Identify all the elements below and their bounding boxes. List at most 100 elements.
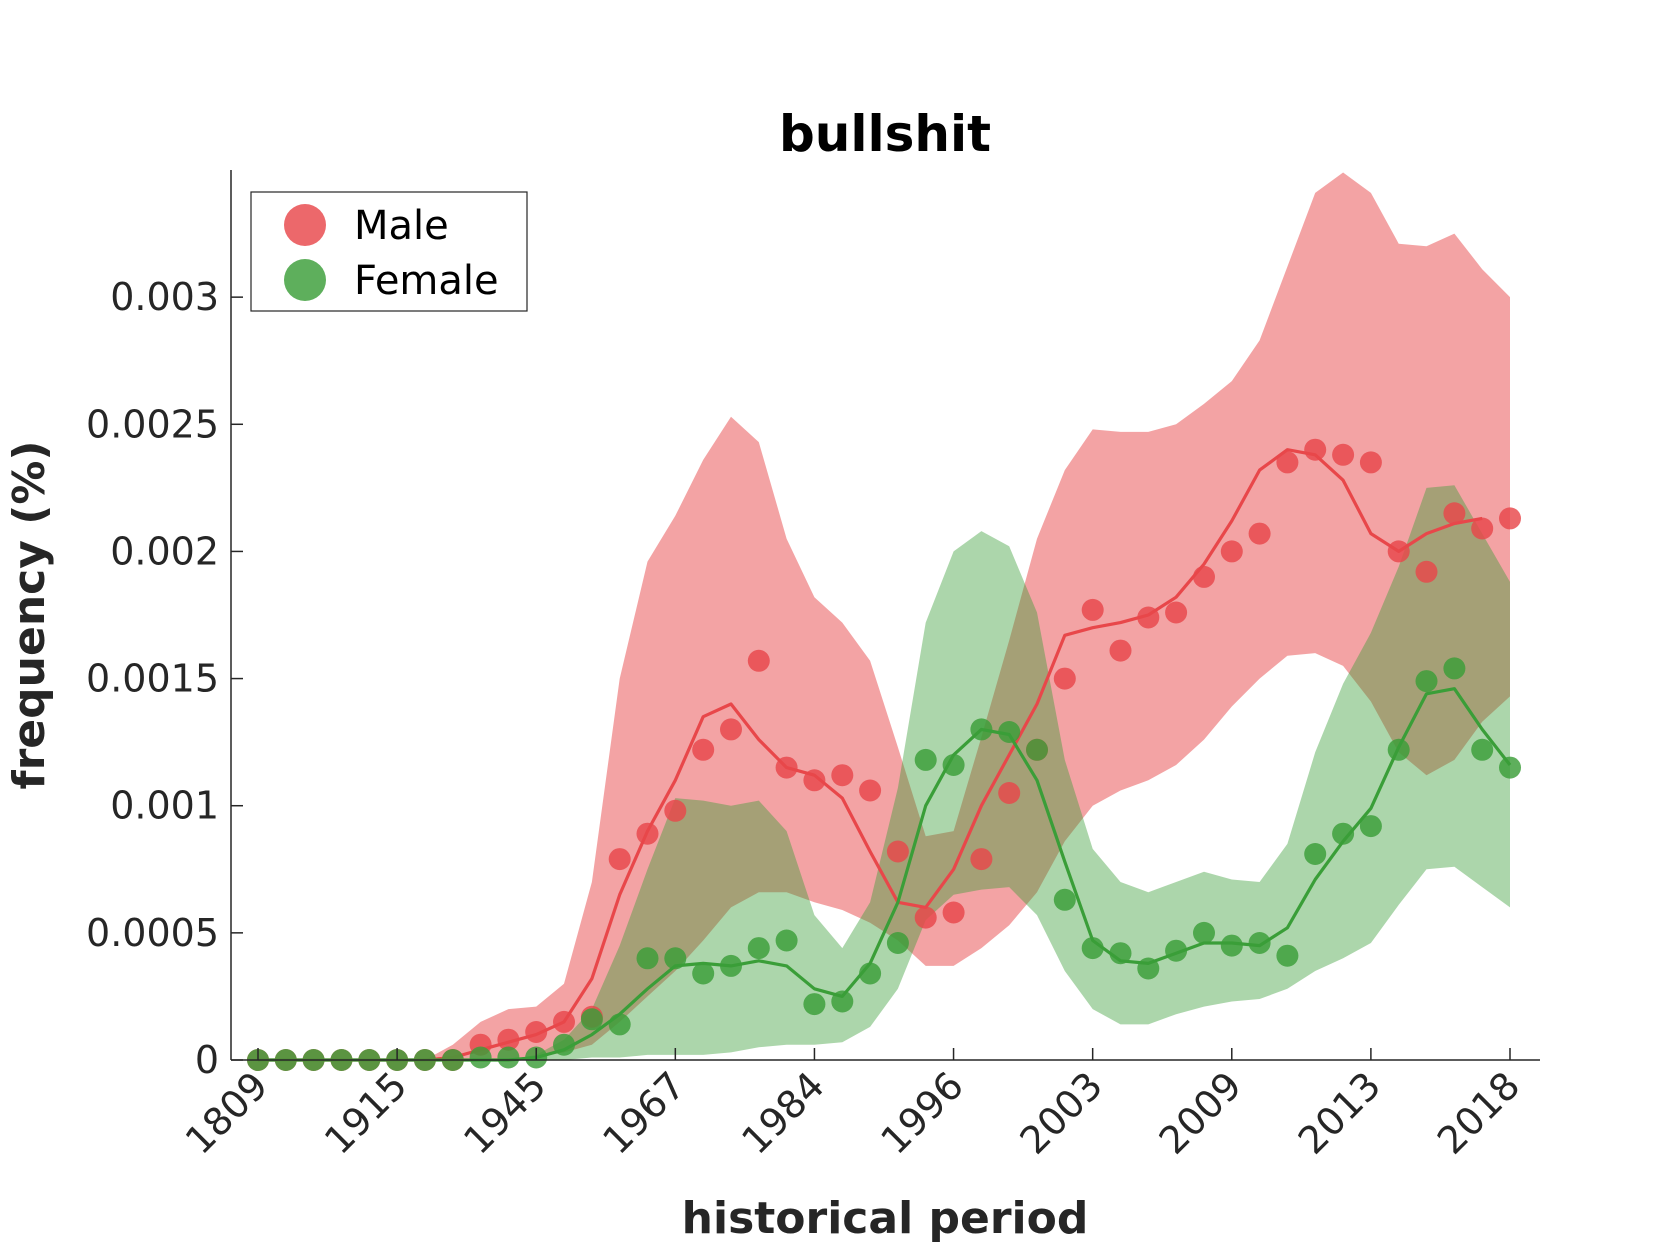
- y-tick-label: 0.002: [110, 529, 219, 573]
- male-point: [1220, 540, 1243, 563]
- female-point: [914, 748, 937, 771]
- female-point: [1137, 957, 1160, 980]
- male-point: [859, 779, 882, 802]
- female-point: [580, 1008, 603, 1031]
- male-point: [1359, 451, 1382, 474]
- x-tick-label: 2018: [1429, 1063, 1529, 1163]
- female-point: [497, 1046, 520, 1069]
- male-point: [914, 906, 937, 929]
- female-point: [636, 947, 659, 970]
- female-point: [859, 962, 882, 985]
- female-point: [886, 932, 909, 954]
- male-point: [1332, 443, 1355, 466]
- female-point: [1165, 939, 1188, 962]
- male-point: [886, 840, 909, 863]
- female-band: [258, 485, 1510, 1060]
- legend-label: Female: [354, 258, 499, 304]
- y-tick-label: 0.0015: [86, 657, 219, 701]
- x-tick-label: 1915: [316, 1063, 416, 1163]
- male-point: [747, 649, 770, 672]
- confidence-bands: [258, 172, 1510, 1060]
- male-point: [1471, 517, 1494, 540]
- data-points: [247, 438, 1521, 1071]
- male-point: [831, 764, 854, 787]
- male-point: [775, 756, 798, 779]
- x-axis-label: historical period: [682, 1193, 1089, 1244]
- x-tick-label: 2009: [1151, 1063, 1251, 1163]
- female-point: [998, 721, 1021, 743]
- female-point: [803, 993, 826, 1016]
- female-point: [1304, 843, 1327, 865]
- legend: Male Female: [250, 191, 528, 312]
- female-point: [469, 1046, 492, 1069]
- x-tick-label: 1809: [177, 1063, 277, 1163]
- male-point: [942, 901, 965, 924]
- female-point: [942, 754, 965, 776]
- female-point: [692, 962, 715, 985]
- legend-marker: [284, 204, 326, 246]
- female-point: [608, 1013, 631, 1036]
- female-point: [831, 990, 854, 1013]
- male-point: [1165, 601, 1188, 624]
- x-tick-label: 2003: [1012, 1063, 1112, 1163]
- male-point: [1053, 667, 1076, 690]
- female-point: [1443, 657, 1466, 680]
- female-point: [1220, 934, 1243, 957]
- female-point: [664, 947, 687, 970]
- x-tick-label: 1967: [594, 1063, 694, 1163]
- x-tick-label: 2013: [1290, 1063, 1390, 1163]
- x-tick-label: 1984: [733, 1063, 833, 1163]
- y-tick-label: 0.003: [110, 275, 219, 319]
- male-point: [970, 848, 993, 871]
- female-point: [1081, 937, 1104, 960]
- female-point: [553, 1033, 575, 1056]
- female-point: [1053, 888, 1076, 911]
- female-point: [1193, 921, 1215, 944]
- y-axis-label: frequency (%): [4, 440, 55, 789]
- female-point: [1387, 738, 1410, 761]
- female-point: [775, 929, 798, 952]
- female-point: [970, 718, 993, 741]
- y-tick-label: 0.0005: [86, 911, 219, 955]
- male-point: [1248, 522, 1271, 545]
- male-point: [1276, 451, 1299, 474]
- male-point: [525, 1021, 548, 1043]
- female-point: [1026, 738, 1048, 761]
- male-point: [692, 738, 715, 761]
- female-point: [1471, 738, 1494, 761]
- legend-marker: [284, 259, 326, 301]
- x-tick-label: 1945: [455, 1063, 555, 1163]
- female-point: [1109, 942, 1132, 965]
- male-point: [1109, 639, 1132, 662]
- female-point: [1359, 815, 1382, 838]
- female-point: [1332, 822, 1355, 845]
- male-band: [258, 172, 1510, 1060]
- chart-title: bullshit: [779, 105, 991, 163]
- male-point: [1081, 598, 1104, 621]
- x-tick-label: 1996: [872, 1063, 972, 1163]
- y-tick-label: 0.001: [110, 784, 219, 828]
- y-tick-label: 0: [195, 1038, 219, 1082]
- female-point: [1415, 670, 1438, 693]
- female-point: [1276, 944, 1299, 967]
- male-point: [1193, 565, 1215, 588]
- male-point: [803, 769, 826, 792]
- male-point: [1499, 507, 1521, 530]
- female-point: [1248, 932, 1271, 954]
- female-point: [720, 954, 742, 977]
- female-point: [1499, 756, 1521, 779]
- y-tick-label: 0.0025: [86, 402, 219, 446]
- male-point: [1387, 540, 1410, 563]
- male-point: [553, 1010, 575, 1033]
- female-point: [747, 937, 770, 960]
- male-point: [636, 822, 659, 845]
- male-point: [720, 718, 742, 741]
- male-point: [998, 782, 1021, 804]
- male-point: [497, 1028, 520, 1051]
- male-point: [664, 799, 687, 822]
- male-point: [1443, 502, 1466, 525]
- male-point: [1304, 438, 1327, 461]
- male-point: [608, 848, 631, 871]
- male-point: [1415, 560, 1438, 583]
